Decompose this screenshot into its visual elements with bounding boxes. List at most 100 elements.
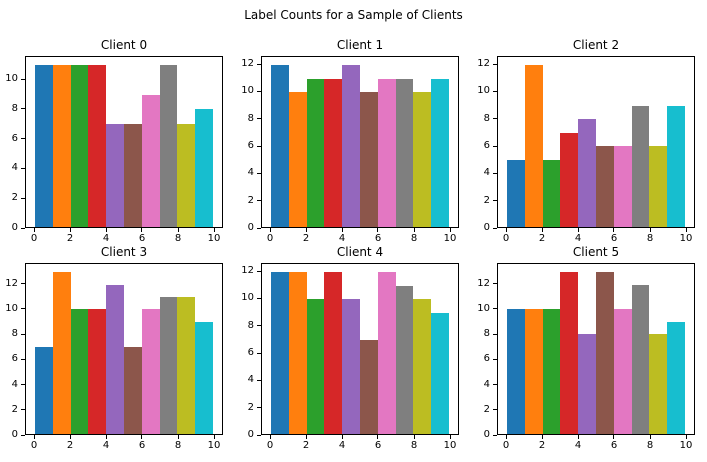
y-tick-label: 10: [5, 73, 18, 85]
x-tick-mark: [33, 435, 35, 439]
x-tick-label: 0: [502, 233, 510, 244]
x-tick-mark: [269, 435, 271, 439]
x-tick-label: 4: [338, 233, 346, 244]
y-tick-mark: [257, 200, 261, 202]
x-tick-label: 8: [410, 233, 418, 244]
x-tick-label: 2: [66, 440, 74, 451]
y-tick-mark: [493, 384, 497, 386]
bar: [524, 65, 543, 227]
bar: [52, 65, 71, 227]
bar: [506, 159, 525, 227]
bar: [306, 78, 325, 227]
x-tick-label: 0: [502, 440, 510, 451]
bar: [542, 309, 561, 434]
x-tick-mark: [105, 435, 107, 439]
y-tick-mark: [493, 283, 497, 285]
y-tick-label: 6: [483, 140, 490, 152]
y-tick-mark: [257, 434, 261, 436]
y-tick-mark: [493, 227, 497, 229]
subplot-title: Client 4: [336, 245, 384, 259]
x-tick-mark: [305, 435, 307, 439]
bar: [631, 284, 650, 434]
y-tick-label: 10: [477, 302, 490, 314]
x-tick-mark: [413, 435, 415, 439]
x-tick-label: 6: [374, 440, 382, 451]
x-tick-label: 6: [610, 440, 618, 451]
y-tick-label: 12: [477, 58, 490, 70]
y-tick-mark: [21, 108, 25, 110]
subplot-title: Client 0: [100, 38, 148, 52]
bar: [34, 65, 53, 227]
y-tick-label: 4: [11, 162, 18, 174]
x-tick-label: 4: [574, 233, 582, 244]
y-tick-mark: [21, 384, 25, 386]
subplot-title: Client 1: [336, 38, 384, 52]
x-tick-mark: [505, 435, 507, 439]
x-tick-label: 0: [266, 233, 274, 244]
x-tick-label: 2: [538, 440, 546, 451]
x-tick-mark: [577, 228, 579, 232]
y-tick-mark: [493, 172, 497, 174]
y-tick-label: 0: [483, 429, 490, 440]
y-tick-mark: [493, 90, 497, 92]
bar: [124, 346, 142, 434]
bar: [506, 309, 525, 434]
x-tick-label: 6: [374, 233, 382, 244]
x-tick-label: 2: [302, 440, 310, 451]
y-tick-label: 12: [5, 277, 18, 289]
y-tick-mark: [21, 308, 25, 310]
plot-area: [25, 263, 223, 435]
y-tick-mark: [21, 358, 25, 360]
y-tick-mark: [257, 270, 261, 272]
y-tick-mark: [257, 145, 261, 147]
bar: [649, 334, 668, 434]
subplot-client-1: Client 1 0 2 4 6 8 10 12 0 2 4 6 8 10: [241, 38, 459, 244]
y-tick-label: 8: [247, 112, 254, 124]
x-tick-mark: [141, 435, 143, 439]
y-tick-mark: [493, 118, 497, 120]
bar: [431, 78, 450, 227]
y-tick-mark: [257, 90, 261, 92]
bar: [613, 309, 632, 434]
y-tick-label: 6: [247, 140, 254, 152]
bar: [288, 272, 307, 434]
x-tick-label: 8: [174, 233, 182, 244]
y-tick-label: 12: [477, 277, 490, 289]
y-tick-mark: [21, 78, 25, 80]
bar: [649, 146, 668, 227]
y-tick-mark: [257, 118, 261, 120]
y-tick-label: 6: [247, 347, 254, 359]
bar: [395, 285, 414, 434]
x-tick-label: 8: [410, 440, 418, 451]
bar: [106, 123, 124, 227]
subplot-client-3: Client 3 0 2 4 6 8 10 12 0 2 4 6 8 10: [5, 245, 223, 451]
y-tick-mark: [257, 297, 261, 299]
bar: [360, 339, 378, 434]
bar: [578, 334, 596, 434]
x-tick-label: 0: [30, 440, 38, 451]
x-tick-mark: [177, 228, 179, 232]
bar: [159, 65, 178, 227]
x-tick-mark: [69, 435, 71, 439]
x-tick-mark: [577, 435, 579, 439]
bar: [560, 132, 579, 227]
x-tick-label: 10: [207, 233, 221, 244]
x-tick-mark: [377, 435, 379, 439]
y-tick-label: 4: [483, 378, 490, 390]
x-tick-label: 4: [574, 440, 582, 451]
x-tick-mark: [213, 228, 215, 232]
bar: [395, 78, 414, 227]
y-tick-label: 0: [11, 429, 18, 440]
y-tick-label: 8: [483, 112, 490, 124]
y-tick-mark: [257, 325, 261, 327]
y-tick-mark: [21, 283, 25, 285]
y-tick-label: 10: [5, 302, 18, 314]
subplot-client-2: Client 2 0 2 4 6 8 10 12 0 2 4 6 8 10: [477, 38, 695, 244]
subplot-title: Client 2: [572, 38, 620, 52]
plot-area: [261, 56, 459, 228]
subplot-title: Client 3: [100, 245, 148, 259]
x-tick-mark: [341, 228, 343, 232]
y-tick-mark: [257, 407, 261, 409]
x-tick-label: 4: [338, 440, 346, 451]
bar: [177, 123, 196, 227]
